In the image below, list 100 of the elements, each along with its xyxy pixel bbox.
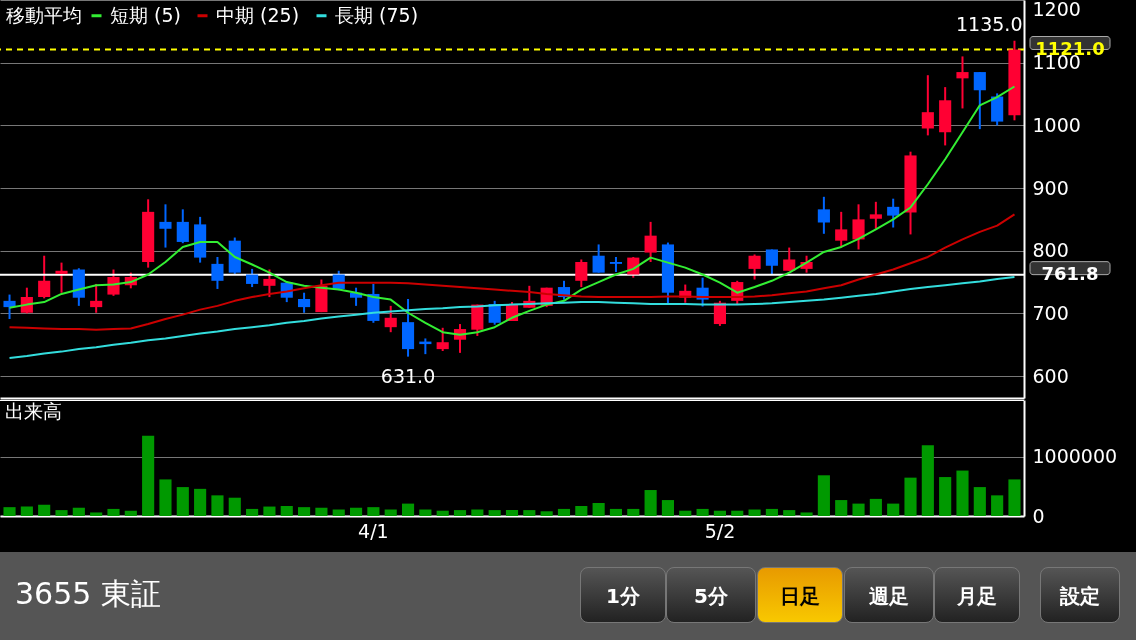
- bar: [72, 507, 85, 516]
- bar: [973, 487, 986, 516]
- chart-title: 出来高: [5, 400, 62, 422]
- candlestick: [176, 208, 189, 245]
- bar: [609, 508, 623, 516]
- button: 設定: [1040, 567, 1120, 623]
- y-tick-label: 700: [1032, 301, 1069, 324]
- bar: [835, 500, 848, 516]
- button: 日足: [757, 567, 843, 623]
- legend-label: 中期 (25): [216, 3, 300, 26]
- line-series: [8, 276, 1016, 359]
- candlestick: [644, 220, 657, 263]
- candlestick: [575, 258, 588, 289]
- bar: [38, 504, 51, 516]
- bar: [436, 510, 449, 516]
- bar: [731, 510, 744, 516]
- bar: [211, 495, 224, 516]
- button: 1分: [580, 567, 666, 623]
- x-tick-label: 5/2: [704, 519, 736, 542]
- bar: [748, 509, 761, 516]
- candlestick: [956, 55, 969, 110]
- y-tick-label: 900: [1032, 176, 1069, 199]
- bar: [263, 506, 276, 516]
- bar: [350, 507, 363, 516]
- candlestick: [748, 253, 761, 281]
- button: 5分: [666, 567, 756, 623]
- bar: [696, 508, 709, 516]
- legend-label: 短期 (5): [110, 3, 181, 26]
- bar: [523, 510, 536, 516]
- candlestick: [783, 246, 796, 272]
- bar: [384, 509, 397, 516]
- annotation: 631.0: [380, 364, 436, 387]
- bar: [869, 498, 882, 516]
- bar: [592, 503, 605, 516]
- candlestick: [38, 254, 51, 300]
- candlestick: [835, 210, 848, 249]
- bar: [228, 497, 241, 516]
- bar: [107, 508, 120, 516]
- bar: [176, 487, 189, 516]
- y-tick-label: 800: [1032, 239, 1069, 262]
- button: 週足: [844, 567, 934, 623]
- bar: [540, 511, 553, 516]
- annotation: 1135.0: [955, 12, 1023, 35]
- bar: [20, 506, 33, 516]
- y-tick-label: 600: [1032, 364, 1069, 387]
- candlestick: [384, 304, 397, 334]
- bar: [55, 510, 68, 516]
- bar: [194, 488, 207, 516]
- bar: [246, 508, 259, 516]
- bar: [800, 512, 813, 516]
- bar: [401, 503, 415, 516]
- bar: [575, 505, 588, 516]
- bar: [315, 507, 328, 516]
- bar: [991, 495, 1004, 516]
- bar: [627, 508, 640, 516]
- bar: [159, 479, 172, 516]
- bar: [904, 477, 917, 516]
- candlestick: [592, 243, 605, 274]
- candlestick: [921, 74, 934, 137]
- candlestick: [298, 291, 311, 314]
- candlestick: [869, 200, 882, 230]
- bar: [280, 505, 293, 516]
- bar: [887, 503, 900, 516]
- bar: [1008, 479, 1021, 516]
- bar: [332, 509, 345, 516]
- bar: [921, 445, 934, 516]
- bar: [3, 507, 16, 516]
- bar: [298, 507, 311, 516]
- bar: [852, 503, 865, 516]
- candlestick: [436, 326, 449, 352]
- bar: [505, 510, 519, 516]
- y-tick-label: 1200: [1032, 0, 1081, 20]
- bar: [679, 510, 692, 516]
- bar: [453, 510, 467, 516]
- bar: [419, 509, 432, 516]
- candlestick: [246, 267, 259, 289]
- bar: [142, 435, 155, 516]
- bar: [488, 510, 501, 516]
- candlestick: [3, 293, 16, 321]
- bar: [765, 508, 778, 516]
- bar: [557, 508, 571, 516]
- button: 月足: [934, 567, 1020, 623]
- ref-line-label: 761.8: [1041, 262, 1099, 284]
- y-tick-label: 1000: [1032, 113, 1081, 136]
- text: 3655 東証: [15, 575, 161, 613]
- candlestick: [817, 195, 830, 235]
- candlestick: [107, 268, 120, 297]
- bar: [783, 510, 796, 516]
- candlestick: [55, 261, 68, 294]
- bar: [644, 490, 657, 516]
- line-series: [8, 213, 1016, 331]
- candlestick: [263, 268, 276, 299]
- bar: [661, 500, 674, 516]
- bar: [471, 509, 484, 516]
- candlestick: [211, 255, 224, 290]
- candlestick: [765, 248, 778, 276]
- legend-label: 長期 (75): [335, 3, 419, 26]
- bar: [956, 470, 969, 516]
- bar: [367, 507, 380, 516]
- x-tick-label: 4/1: [358, 519, 389, 542]
